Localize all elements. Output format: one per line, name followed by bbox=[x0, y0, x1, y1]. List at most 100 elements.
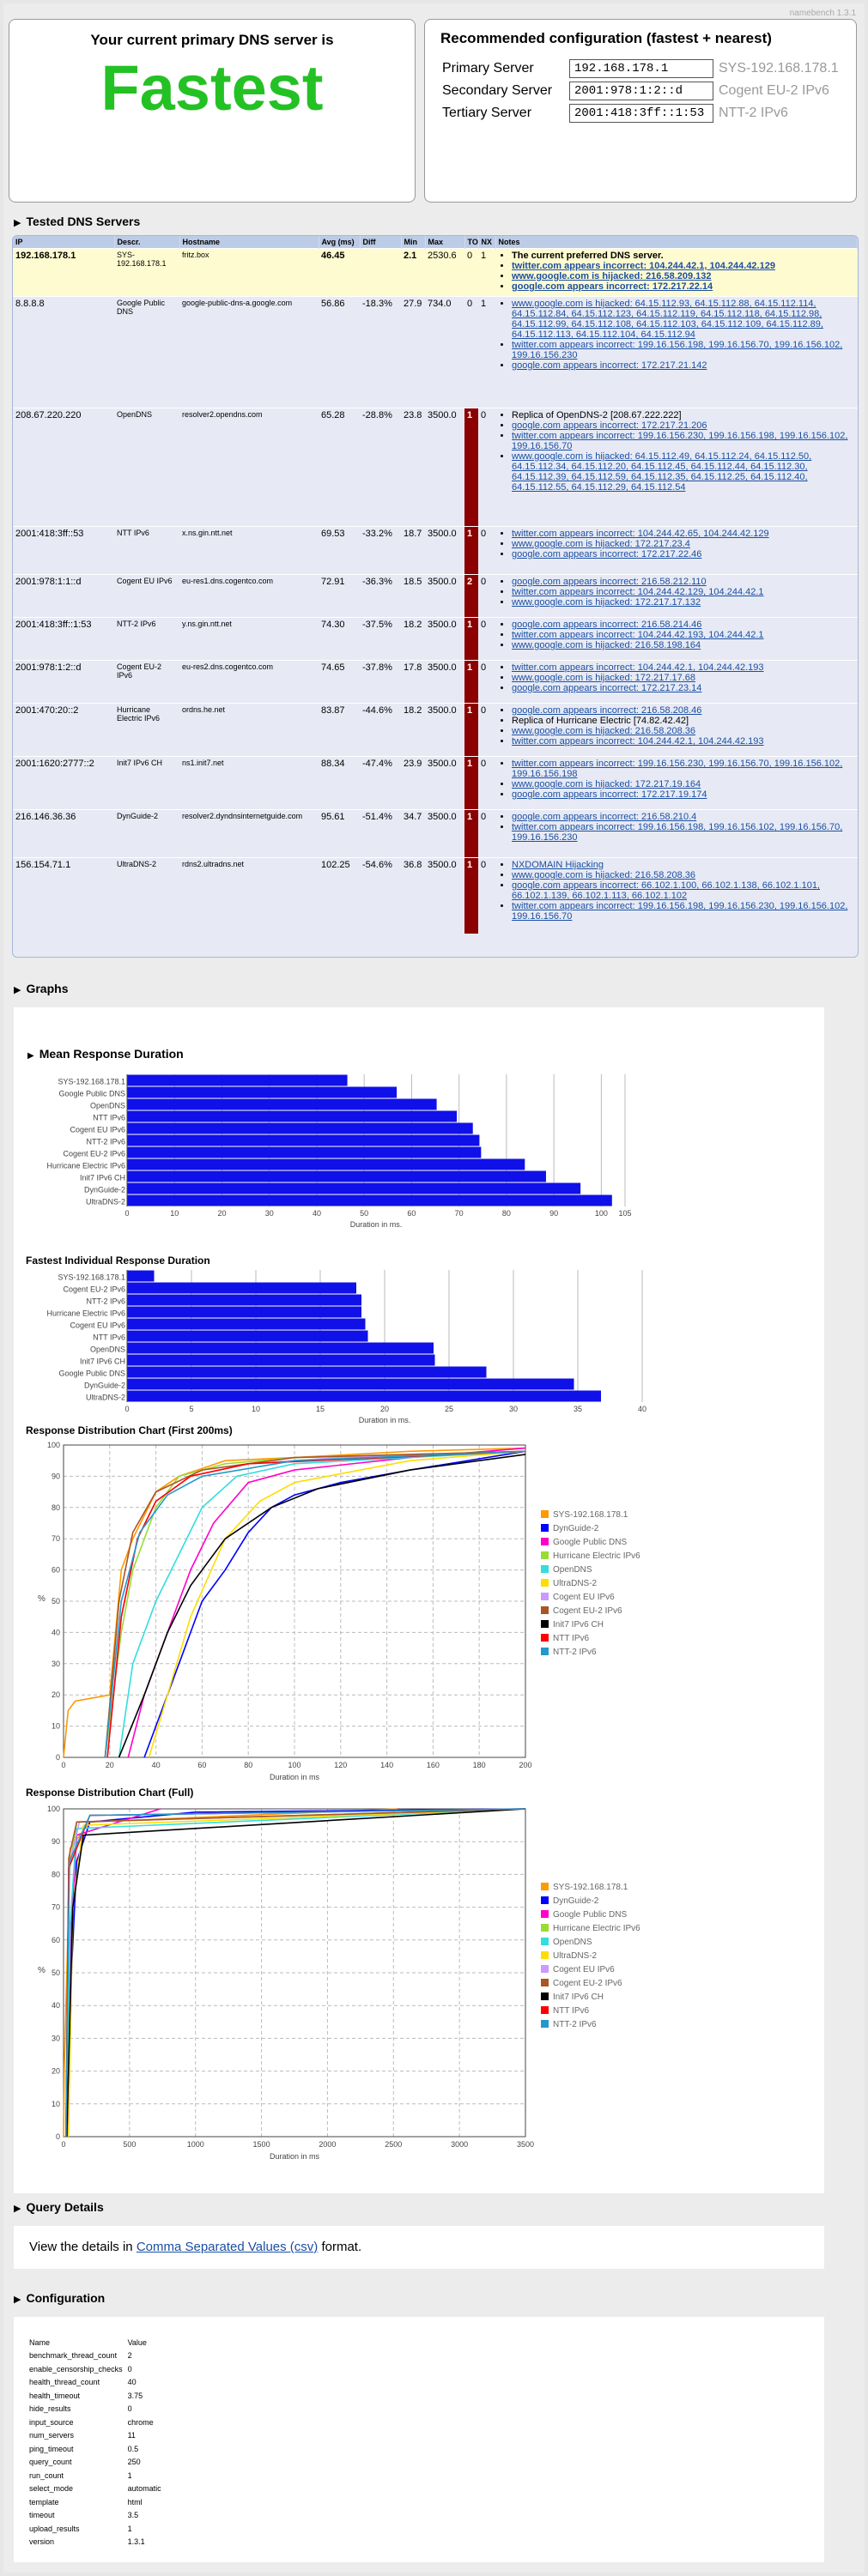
max-cell: 2530.6 bbox=[425, 248, 464, 297]
min-cell: 23.9 bbox=[401, 756, 425, 810]
nx-cell: 0 bbox=[478, 703, 495, 757]
x-tick-label: 105 bbox=[618, 1209, 631, 1218]
x-tick-label: 25 bbox=[445, 1405, 453, 1413]
section-graphs-toggle[interactable]: ▶ Graphs bbox=[14, 982, 68, 995]
diff-cell: -28.8% bbox=[360, 408, 401, 527]
note-link[interactable]: www.google.com is hijacked: 64.15.112.93… bbox=[512, 299, 823, 340]
diff-cell: -54.6% bbox=[360, 857, 401, 934]
note-item: www.google.com is hijacked: 216.58.208.3… bbox=[512, 726, 855, 736]
max-cell: 3500.0 bbox=[425, 408, 464, 527]
min-cell: 34.7 bbox=[401, 809, 425, 858]
min-cell: 36.8 bbox=[401, 857, 425, 934]
nx-cell: 0 bbox=[478, 857, 495, 934]
note-item: Replica of OpenDNS-2 [208.67.222.222] bbox=[512, 410, 855, 420]
config-name: select_mode bbox=[29, 2484, 74, 2494]
note-link[interactable]: www.google.com is hijacked: 216.58.208.3… bbox=[512, 870, 696, 880]
secondary-server-field[interactable]: 2001:978:1:2::d bbox=[569, 82, 713, 100]
note-link[interactable]: twitter.com appears incorrect: 104.244.4… bbox=[512, 587, 764, 597]
x-tick-label: 20 bbox=[106, 1761, 114, 1769]
notes-cell: The current preferred DNS server.twitter… bbox=[495, 248, 858, 297]
x-tick-label: 140 bbox=[380, 1761, 393, 1769]
primary-heading: Your current primary DNS server is bbox=[90, 32, 334, 48]
config-value: 1 bbox=[127, 2470, 132, 2480]
note-link[interactable]: twitter.com appears incorrect: 199.16.15… bbox=[512, 901, 848, 922]
config-name: template bbox=[29, 2497, 59, 2506]
note-item: www.google.com is hijacked: 172.217.23.4 bbox=[512, 539, 855, 549]
max-cell: 3500.0 bbox=[425, 756, 464, 810]
timeout-cell: 0 bbox=[464, 296, 478, 408]
avg-cell: 74.30 bbox=[319, 617, 360, 661]
x-tick-label: 120 bbox=[334, 1761, 347, 1769]
section-tested-toggle[interactable]: ▶ Tested DNS Servers bbox=[14, 215, 140, 228]
note-link[interactable]: NXDOMAIN Hijacking bbox=[512, 860, 604, 870]
note-link[interactable]: google.com appears incorrect: 172.217.23… bbox=[512, 683, 702, 693]
note-link[interactable]: twitter.com appears incorrect: 104.244.4… bbox=[512, 630, 764, 640]
note-link[interactable]: www.google.com is hijacked: 172.217.17.6… bbox=[512, 673, 696, 683]
note-link[interactable]: twitter.com appears incorrect: 199.16.15… bbox=[512, 759, 843, 779]
note-link[interactable]: twitter.com appears incorrect: 104.244.4… bbox=[512, 261, 775, 271]
hostname-cell: fritz.box bbox=[179, 248, 319, 297]
note-link[interactable]: google.com appears incorrect: 216.58.208… bbox=[512, 705, 702, 716]
note-link[interactable]: google.com appears incorrect: 172.217.22… bbox=[512, 549, 702, 559]
note-link[interactable]: google.com appears incorrect: 172.217.22… bbox=[512, 281, 713, 292]
category-label: OpenDNS bbox=[90, 1345, 125, 1354]
note-link[interactable]: twitter.com appears incorrect: 104.244.4… bbox=[512, 736, 764, 747]
note-link[interactable]: www.google.com is hijacked: 64.15.112.49… bbox=[512, 451, 812, 493]
column-header: Hostname bbox=[179, 236, 319, 249]
primary-server-row: Primary Server 192.168.178.1 SYS-192.168… bbox=[425, 57, 856, 80]
category-label: UltraDNS-2 bbox=[86, 1394, 125, 1402]
note-link[interactable]: www.google.com is hijacked: 172.217.19.1… bbox=[512, 779, 701, 789]
query-suffix: format. bbox=[318, 2240, 362, 2254]
note-link[interactable]: google.com appears incorrect: 172.217.21… bbox=[512, 420, 707, 431]
x-axis-label: Duration in ms. bbox=[350, 1220, 403, 1229]
note-link[interactable]: twitter.com appears incorrect: 104.244.4… bbox=[512, 529, 769, 539]
config-value: 0 bbox=[127, 2404, 132, 2414]
bar bbox=[127, 1390, 601, 1402]
hostname-cell: y.ns.gin.ntt.net bbox=[179, 617, 319, 661]
avg-cell: 65.28 bbox=[319, 408, 360, 527]
config-value: 0.5 bbox=[127, 2444, 139, 2453]
x-tick-label: 5 bbox=[189, 1405, 193, 1413]
note-link[interactable]: google.com appears incorrect: 172.217.21… bbox=[512, 360, 707, 371]
section-query-toggle[interactable]: ▶ Query Details bbox=[14, 2200, 104, 2214]
note-link[interactable]: www.google.com is hijacked: 216.58.208.3… bbox=[512, 726, 696, 736]
mean-chart-heading[interactable]: ▶ Mean Response Duration bbox=[27, 1047, 184, 1061]
legend-label: NTT-2 IPv6 bbox=[553, 2020, 597, 2029]
note-item: NXDOMAIN Hijacking bbox=[512, 860, 855, 870]
note-link[interactable]: www.google.com is hijacked: 216.58.209.1… bbox=[512, 271, 712, 281]
y-tick-label: 90 bbox=[52, 1837, 60, 1846]
note-link[interactable]: www.google.com is hijacked: 216.58.198.1… bbox=[512, 640, 701, 650]
note-link[interactable]: google.com appears incorrect: 172.217.19… bbox=[512, 789, 707, 800]
config-row: query_count 250 bbox=[29, 2456, 167, 2470]
expanded-triangle-icon: ▶ bbox=[27, 1051, 34, 1061]
csv-link[interactable]: Comma Separated Values (csv) bbox=[136, 2240, 319, 2254]
note-link[interactable]: twitter.com appears incorrect: 104.244.4… bbox=[512, 662, 764, 673]
note-link[interactable]: google.com appears incorrect: 216.58.212… bbox=[512, 577, 707, 587]
section-config-toggle[interactable]: ▶ Configuration bbox=[14, 2291, 105, 2305]
note-link[interactable]: twitter.com appears incorrect: 199.16.15… bbox=[512, 822, 843, 843]
note-link[interactable]: twitter.com appears incorrect: 199.16.15… bbox=[512, 340, 843, 360]
y-tick-label: 70 bbox=[52, 1534, 60, 1543]
note-link[interactable]: www.google.com is hijacked: 172.217.23.4 bbox=[512, 539, 690, 549]
note-link[interactable]: google.com appears incorrect: 66.102.1.1… bbox=[512, 880, 820, 901]
note-link[interactable]: www.google.com is hijacked: 172.217.17.1… bbox=[512, 597, 701, 608]
note-item: twitter.com appears incorrect: 104.244.4… bbox=[512, 630, 855, 640]
primary-server-field[interactable]: 192.168.178.1 bbox=[569, 59, 713, 78]
category-label: Hurricane Electric IPv6 bbox=[46, 1309, 125, 1318]
note-link[interactable]: twitter.com appears incorrect: 199.16.15… bbox=[512, 431, 848, 451]
y-tick-label: 70 bbox=[52, 1903, 60, 1912]
config-value: 3.75 bbox=[127, 2391, 143, 2400]
notes-cell: google.com appears incorrect: 216.58.210… bbox=[495, 809, 858, 858]
column-header: TO bbox=[464, 236, 479, 249]
recommended-config-box: Recommended configuration (fastest + nea… bbox=[424, 19, 857, 203]
ip-cell: 2001:418:3ff::1:53 bbox=[13, 617, 114, 661]
legend-label: NTT-2 IPv6 bbox=[553, 1648, 597, 1657]
legend-label: Cogent EU IPv6 bbox=[553, 1965, 615, 1974]
note-link[interactable]: google.com appears incorrect: 216.58.214… bbox=[512, 620, 702, 630]
expanded-triangle-icon: ▶ bbox=[14, 2295, 21, 2305]
tertiary-server-field[interactable]: 2001:418:3ff::1:53 bbox=[569, 104, 713, 123]
x-tick-label: 20 bbox=[380, 1405, 389, 1413]
config-name: run_count bbox=[29, 2470, 64, 2480]
note-link[interactable]: google.com appears incorrect: 216.58.210… bbox=[512, 812, 697, 822]
avg-cell: 88.34 bbox=[319, 756, 360, 810]
